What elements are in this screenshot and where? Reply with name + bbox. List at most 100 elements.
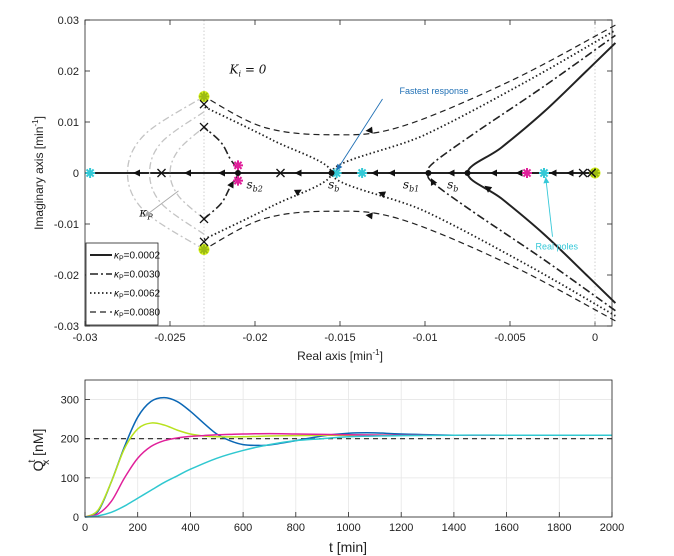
magenta-pole-marker-stroke xyxy=(233,161,243,170)
cyan-pole-marker-stroke xyxy=(85,168,95,178)
x-tick-label: 0 xyxy=(592,332,598,344)
x-tick-label: -0.005 xyxy=(494,332,525,344)
breakaway-point xyxy=(235,170,241,176)
real-axis-arrow xyxy=(218,169,225,177)
legend-symbol: κ xyxy=(114,270,120,281)
x-axis-label-bottom: t [min] xyxy=(329,539,367,555)
x-tick-label: 800 xyxy=(287,522,305,534)
legend-value: =0.0062 xyxy=(124,289,161,300)
cyan-pole-marker-stroke xyxy=(539,168,549,178)
x-axis-label-sup: -1 xyxy=(372,348,380,357)
time-response-frame xyxy=(84,379,613,518)
x-tick-label: 1400 xyxy=(442,522,466,534)
legend-label: κP=0.0002 xyxy=(114,251,161,263)
x-mark-stroke xyxy=(276,168,285,178)
real-axis-arrow xyxy=(515,169,523,177)
yellow-pole-marker-stroke xyxy=(199,92,209,101)
legend-label: κP=0.0080 xyxy=(114,308,161,320)
annotation-symbol: s xyxy=(403,177,409,191)
legend-symbol: κ xyxy=(114,289,120,300)
annotation-rest: = 0 xyxy=(241,63,267,77)
locus--p-0-0080-upper xyxy=(203,24,616,136)
response-cyan-line xyxy=(84,434,612,518)
annotation-symbol: κ xyxy=(138,205,147,219)
locus-ki-0-grey xyxy=(126,95,205,251)
x-tick-label: 400 xyxy=(181,522,199,534)
direction-arrow xyxy=(430,178,438,186)
annotation-math: κP xyxy=(138,205,153,221)
x-axis-label-top: Real axis [min-1] xyxy=(297,348,383,363)
x-tick-label: -0.025 xyxy=(154,332,185,344)
direction-arrow xyxy=(227,180,234,189)
y-axis-label-sup: -1 xyxy=(31,119,40,127)
time-response-chart: 0 200 400 600 800 1000 1200 1400 1600 1800 2000 0 10… xyxy=(27,379,624,555)
legend-label: κP=0.0062 xyxy=(114,289,161,301)
annotation-subscript: b2 xyxy=(253,184,263,193)
root-locus-chart: -0.03 -0.025 -0.02 -0.015 -0.01 -0.005 0 -0.03 -… xyxy=(31,15,617,363)
y-axis-label-text: Imaginary axis [min xyxy=(32,127,46,230)
yellow-pole-marker xyxy=(199,91,209,102)
real-axis-arrow xyxy=(549,169,557,177)
breakaway-point xyxy=(328,170,335,176)
magenta-pole-marker-stroke xyxy=(233,176,243,185)
real-axis-arrow xyxy=(388,169,395,177)
y-axis-label-bottom: Qt x [nM] xyxy=(27,429,52,472)
y-axis-label-end: ] xyxy=(32,116,46,119)
x-tick-label: 1800 xyxy=(547,522,571,534)
y-tick-label: 100 xyxy=(61,473,79,485)
open-loop-pole-x xyxy=(199,99,209,109)
direction-arrow xyxy=(484,185,493,193)
y-tick-label: 200 xyxy=(61,434,79,446)
y-tick-label: -0.03 xyxy=(54,321,79,333)
real-axis-arrow xyxy=(447,169,455,177)
real-axis-arrow xyxy=(371,169,378,177)
legend-value: =0.0080 xyxy=(124,308,161,319)
yellow-pole-marker-stroke xyxy=(199,245,209,254)
x-mark-stroke xyxy=(199,214,209,224)
legend-subscript: P xyxy=(119,313,124,320)
open-loop-pole-x xyxy=(199,214,209,224)
fastest-response-arrowhead xyxy=(336,163,343,171)
legend-subscript: P xyxy=(119,294,124,301)
root-locus-markers xyxy=(85,91,601,255)
direction-arrow xyxy=(293,189,302,197)
annotation-fastest-response: Fastest response xyxy=(400,86,469,96)
y-axis-label-bottom-sub: x xyxy=(41,460,52,465)
legend-subscript: P xyxy=(119,275,124,282)
direction-arrow xyxy=(365,212,373,220)
root-locus-ticks: -0.03 -0.025 -0.02 -0.015 -0.01 -0.005 0 -0.03 -… xyxy=(54,15,612,344)
annotation-math: Ki = 0 xyxy=(229,63,267,79)
annotation-subscript: b xyxy=(453,184,458,193)
magenta-pole-marker xyxy=(522,168,532,178)
y-axis-label-bottom-end: [nM] xyxy=(30,429,46,460)
annotation-symbol: K xyxy=(229,63,240,77)
legend-label: κP=0.0030 xyxy=(114,270,161,282)
y-tick-label: -0.01 xyxy=(54,219,79,231)
kappa-direction-arrowhead xyxy=(144,210,152,217)
open-loop-pole-x xyxy=(587,168,597,178)
open-loop-pole-x xyxy=(199,237,209,247)
legend-subscript: P xyxy=(119,256,124,263)
x-mark-stroke xyxy=(578,168,588,178)
x-axis-label-end: ] xyxy=(380,349,383,363)
open-loop-pole-x xyxy=(157,168,166,178)
x-tick-label: 200 xyxy=(129,522,147,534)
real-axis-arrow xyxy=(490,169,497,177)
time-response-series xyxy=(84,396,612,518)
cyan-pole-marker-stroke xyxy=(332,168,341,178)
annotation-math: sb xyxy=(447,177,458,193)
response-blue-line xyxy=(84,396,612,518)
y-tick-label: 300 xyxy=(61,395,79,407)
x-tick-label: 0 xyxy=(82,522,88,534)
real-axis-arrow xyxy=(294,169,302,177)
cyan-pole-marker-stroke xyxy=(357,168,367,178)
x-mark-stroke xyxy=(199,237,209,247)
x-tick-label: 1600 xyxy=(494,522,518,534)
magenta-pole-marker-stroke xyxy=(522,168,532,178)
annotation-subscript: i xyxy=(238,70,241,79)
real-axis-arrow xyxy=(184,169,191,177)
locus-ki-0-grey-3 xyxy=(169,126,205,220)
x-tick-label: 1200 xyxy=(389,522,413,534)
